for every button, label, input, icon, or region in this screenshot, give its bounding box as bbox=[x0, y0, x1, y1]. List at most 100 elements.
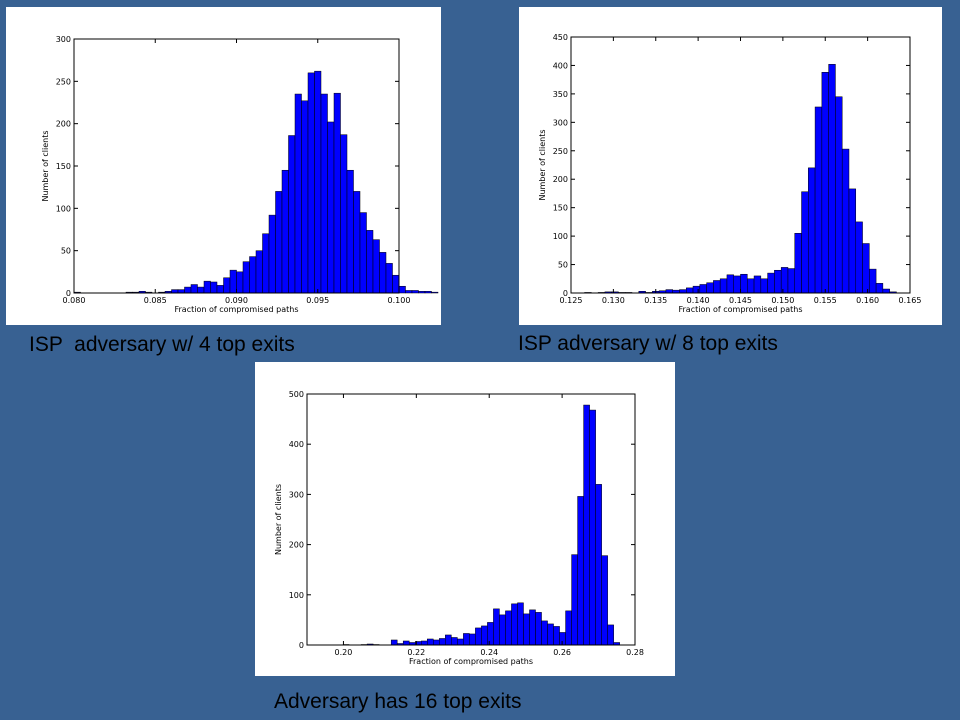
histogram-bar bbox=[706, 282, 714, 294]
histogram-bar bbox=[882, 288, 890, 294]
x-tick-label: 0.160 bbox=[856, 296, 879, 305]
y-axis-label: Number of clients bbox=[274, 484, 283, 555]
histogram-bar bbox=[249, 256, 257, 294]
histogram-bar bbox=[862, 243, 870, 294]
y-tick-label: 300 bbox=[56, 35, 71, 44]
histogram-bar bbox=[747, 278, 755, 294]
x-tick-label: 0.140 bbox=[687, 296, 710, 305]
histogram-bar bbox=[294, 93, 302, 294]
histogram-bar bbox=[733, 275, 741, 294]
histogram-bar bbox=[203, 280, 211, 294]
y-tick-label: 0 bbox=[563, 289, 568, 298]
histogram-bar bbox=[481, 625, 488, 646]
histogram-bar bbox=[529, 609, 536, 646]
histogram-bar bbox=[288, 135, 296, 294]
histogram-bar bbox=[475, 627, 482, 646]
histogram-bar bbox=[171, 289, 179, 294]
x-tick-label: 0.085 bbox=[144, 296, 167, 305]
histogram-16-top-exits: 0.20 0.22 0.24 0.26 0.28 0 100 200 300 400 500 Frac… bbox=[274, 390, 644, 666]
y-tick-label: 450 bbox=[553, 33, 568, 42]
histogram-bar bbox=[686, 287, 694, 294]
histogram-bar bbox=[679, 289, 687, 294]
x-axis-label: Fraction of compromised paths bbox=[175, 305, 299, 314]
x-tick-label: 0.125 bbox=[560, 296, 583, 305]
y-tick-label: 0 bbox=[66, 289, 71, 298]
x-tick-label: 0.24 bbox=[480, 648, 498, 657]
histogram-bar bbox=[405, 290, 413, 294]
histogram-bar bbox=[223, 277, 231, 294]
chart-panel-2: 0.125 0.130 0.135 0.140 0.145 0.150 0.155 0.160… bbox=[519, 7, 942, 325]
histogram-bar bbox=[366, 230, 374, 294]
histogram-bar bbox=[340, 134, 348, 294]
x-axis-label: Fraction of compromised paths bbox=[409, 657, 533, 666]
histogram-bar bbox=[177, 289, 185, 294]
histogram-bar bbox=[439, 638, 446, 646]
x-tick-label: 0.22 bbox=[407, 648, 425, 657]
x-tick-label: 0.20 bbox=[335, 648, 353, 657]
histogram-bar bbox=[787, 268, 795, 294]
histogram-bar bbox=[601, 555, 608, 646]
histogram-bar bbox=[547, 623, 554, 646]
y-tick-label: 350 bbox=[553, 90, 568, 99]
histogram-bar bbox=[848, 188, 857, 294]
histogram-bar bbox=[433, 639, 440, 646]
histogram-bar bbox=[353, 191, 361, 294]
histogram-bar bbox=[493, 608, 500, 646]
y-tick-label: 250 bbox=[553, 147, 568, 156]
histogram-bar bbox=[402, 640, 410, 646]
histogram-bar bbox=[262, 233, 270, 294]
histogram-bar bbox=[314, 70, 322, 294]
histogram-bar bbox=[421, 640, 428, 646]
histogram-bar bbox=[210, 281, 218, 294]
histogram-bar bbox=[794, 233, 802, 294]
histogram-bar bbox=[571, 554, 578, 646]
histogram-bar bbox=[499, 614, 506, 646]
y-tick-label: 100 bbox=[56, 204, 71, 213]
x-tick-label: 0.26 bbox=[553, 648, 571, 657]
histogram-bar bbox=[583, 404, 590, 646]
histogram-bar bbox=[487, 622, 494, 646]
histogram-bar bbox=[589, 409, 596, 646]
histogram-bar bbox=[541, 620, 548, 646]
histogram-bar bbox=[577, 496, 584, 646]
x-tick-label: 0.145 bbox=[729, 296, 752, 305]
histogram-bar bbox=[431, 291, 439, 294]
histogram-bar bbox=[780, 267, 789, 294]
y-tick-label: 150 bbox=[56, 162, 71, 171]
y-axis-label: Number of clients bbox=[41, 130, 50, 201]
histogram-bar bbox=[535, 612, 542, 646]
histogram-bar bbox=[753, 275, 762, 294]
histogram-bar bbox=[875, 283, 884, 294]
y-tick-label: 500 bbox=[289, 390, 304, 399]
y-tick-label: 200 bbox=[553, 175, 568, 184]
x-tick-label: 0.155 bbox=[814, 296, 837, 305]
histogram-bar bbox=[801, 191, 809, 294]
histogram-bar bbox=[398, 285, 406, 294]
x-tick-label: 0.095 bbox=[306, 296, 329, 305]
caption-16-top-exits: Adversary has 16 top exits bbox=[274, 690, 522, 713]
histogram-bar bbox=[774, 269, 782, 294]
histogram-bar bbox=[511, 603, 518, 646]
y-tick-label: 50 bbox=[61, 247, 71, 256]
histogram-bar bbox=[333, 92, 341, 294]
histogram-8-top-exits: 0.125 0.130 0.135 0.140 0.145 0.150 0.155 0.160… bbox=[538, 33, 921, 314]
histogram-bar bbox=[505, 610, 512, 646]
histogram-4-top-exits: 0.080 0.085 0.090 0.095 0.100 0 50 100 150 200 250… bbox=[41, 35, 439, 314]
histogram-bar bbox=[392, 274, 400, 294]
histogram-bar bbox=[665, 289, 673, 294]
histogram-bar bbox=[320, 93, 328, 294]
x-tick-label: 0.135 bbox=[644, 296, 667, 305]
histogram-bar bbox=[828, 64, 836, 294]
x-tick-label: 0.28 bbox=[626, 648, 644, 657]
histogram-bar bbox=[740, 273, 748, 294]
y-tick-label: 300 bbox=[289, 490, 304, 499]
histogram-bar bbox=[301, 100, 309, 294]
histogram-bar bbox=[835, 96, 843, 294]
histogram-bar bbox=[372, 239, 380, 294]
histogram-bar bbox=[808, 167, 816, 294]
histogram-bar bbox=[767, 272, 775, 294]
histogram-bar bbox=[463, 633, 470, 646]
histogram-bar bbox=[197, 286, 205, 294]
histogram-bar bbox=[517, 602, 524, 646]
y-tick-label: 250 bbox=[56, 77, 71, 86]
